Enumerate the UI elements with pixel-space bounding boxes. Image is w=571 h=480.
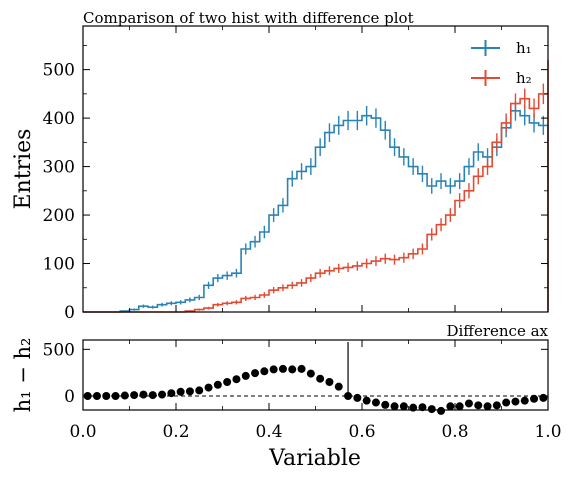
difference-point — [278, 364, 287, 373]
difference-point — [381, 400, 390, 409]
histogram-step-line — [83, 110, 549, 313]
difference-point — [102, 392, 111, 400]
bottom-x-axis: 0.0 0.2 0.4 0.6 0.8 1.0 — [69, 340, 562, 442]
difference-point — [241, 371, 250, 380]
h1-histogram — [83, 100, 549, 313]
y-tick-label: 100 — [43, 255, 75, 275]
difference-point — [325, 378, 334, 386]
top-title: Comparison of two hist with difference p… — [83, 9, 414, 27]
difference-point — [297, 364, 306, 373]
difference-point — [334, 382, 343, 391]
difference-point — [344, 392, 353, 400]
legend-label-h2: h₂ — [516, 69, 532, 87]
difference-point — [437, 406, 446, 415]
difference-point — [511, 397, 520, 406]
legend-item-h1: h₁ — [471, 39, 532, 57]
bottom-plot-frame — [82, 339, 549, 411]
top-plot-area — [82, 25, 549, 313]
top-y-label: Entries — [11, 129, 36, 210]
difference-point — [371, 398, 380, 407]
x-tick-label: 0.4 — [255, 422, 282, 442]
difference-point — [362, 396, 371, 405]
difference-point — [120, 391, 129, 400]
difference-point — [353, 393, 362, 402]
difference-point — [176, 387, 185, 396]
difference-point — [446, 402, 455, 411]
difference-point — [92, 392, 101, 400]
difference-point — [316, 374, 325, 383]
difference-point — [390, 402, 399, 411]
h2-histogram — [83, 59, 549, 313]
y-tick-label: 400 — [43, 109, 75, 129]
bottom-reference-lines — [83, 342, 548, 397]
y-tick-label: 200 — [43, 206, 75, 226]
histogram-step-line — [83, 59, 549, 313]
difference-point — [130, 391, 139, 400]
y-tick-label: 0 — [64, 303, 75, 323]
difference-point — [464, 399, 473, 408]
difference-point — [474, 401, 483, 410]
bottom-y-axis: 0 500 — [43, 340, 548, 407]
difference-point — [520, 396, 529, 405]
difference-point — [539, 393, 548, 402]
bottom-title: Difference ax — [446, 322, 548, 340]
difference-point — [167, 389, 176, 398]
difference-point — [195, 386, 204, 395]
difference-point — [269, 365, 278, 374]
difference-point — [148, 391, 157, 400]
y-tick-label: 300 — [43, 158, 75, 178]
difference-point — [251, 369, 260, 378]
difference-point — [260, 367, 269, 376]
x-tick-label: 0.8 — [441, 422, 468, 442]
bottom-plot-area — [82, 339, 549, 415]
difference-point — [418, 403, 427, 412]
x-tick-label: 1.0 — [534, 422, 561, 442]
difference-point — [483, 402, 492, 411]
difference-point — [455, 402, 464, 411]
x-tick-label: 0.0 — [69, 422, 96, 442]
difference-point — [232, 375, 241, 384]
difference-point — [502, 398, 511, 407]
difference-point — [139, 390, 148, 399]
x-tick-label: 0.2 — [162, 422, 189, 442]
x-tick-label: 0.6 — [348, 422, 375, 442]
difference-point — [288, 365, 297, 374]
difference-point — [427, 405, 436, 414]
legend-label-h1: h₁ — [516, 39, 532, 57]
difference-point — [223, 378, 232, 386]
y-tick-label: 500 — [43, 61, 75, 81]
difference-point — [399, 402, 408, 411]
bottom-y-label: h₁ − h₂ — [11, 338, 35, 413]
legend: h₁ h₂ — [471, 39, 532, 87]
difference-point — [158, 390, 167, 399]
y-tick-label: 0 — [64, 387, 75, 407]
difference-point — [111, 392, 120, 400]
difference-point — [204, 383, 213, 392]
top-y-axis: 0 100 200 300 400 500 — [43, 44, 548, 323]
x-axis-label: Variable — [268, 446, 361, 471]
difference-point — [213, 380, 222, 389]
difference-point — [306, 369, 315, 378]
difference-point — [530, 394, 539, 403]
top-x-axis-ticks — [82, 26, 549, 312]
legend-item-h2: h₂ — [471, 69, 532, 87]
y-tick-label: 500 — [43, 340, 75, 360]
difference-point — [492, 401, 501, 410]
difference-point — [185, 387, 194, 396]
